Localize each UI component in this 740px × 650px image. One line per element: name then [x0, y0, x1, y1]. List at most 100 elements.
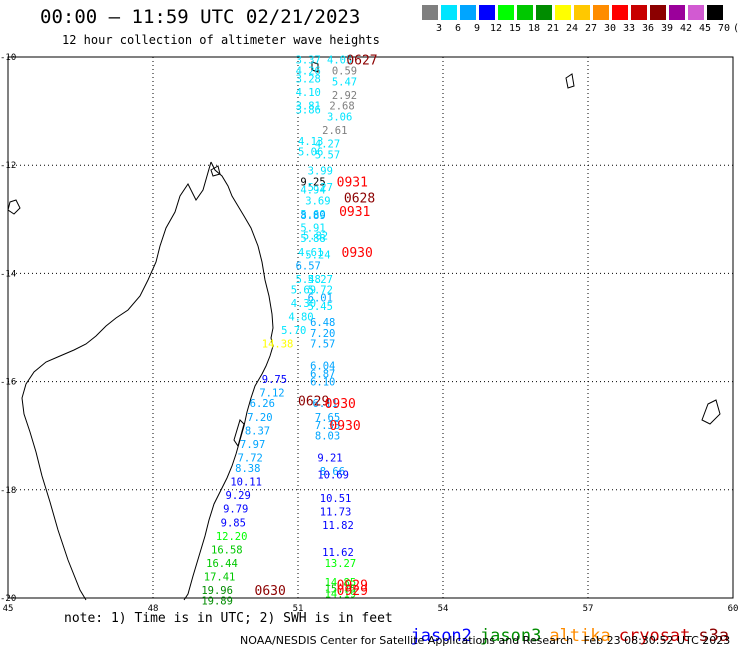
wave-height-value: 9.79 [223, 504, 248, 516]
wave-height-value: 10.69 [317, 470, 349, 482]
wave-height-value: 4.05 [327, 55, 352, 67]
lon-tick-label: 48 [148, 604, 159, 614]
lon-tick-label: 60 [728, 604, 739, 614]
wave-height-value: 2.61 [322, 125, 347, 137]
scale-label: 45 [698, 23, 712, 34]
legend-jason2: jason2 [410, 626, 472, 646]
wave-height-value: 5.57 [315, 149, 340, 161]
lat-tick-label: -18 [0, 486, 16, 496]
scale-swatch [707, 5, 723, 20]
wave-height-value: 4.61 [298, 247, 323, 259]
wave-height-value: 5.88 [300, 233, 325, 245]
scale-swatch [536, 5, 552, 20]
wave-height-value: 16.44 [206, 558, 238, 570]
wave-height-value: 5.69 [291, 285, 316, 297]
lon-tick-label: 54 [438, 604, 449, 614]
legend-altika: altika [549, 626, 611, 646]
scale-label: 39 [660, 23, 674, 34]
scale-swatch [688, 5, 704, 20]
wave-height-value: 15.75 [325, 583, 357, 595]
lat-tick-label: -16 [0, 378, 16, 388]
lat-tick-label: -20 [0, 594, 16, 604]
wave-height-value: 14.38 [262, 339, 294, 351]
scale-swatch [441, 5, 457, 20]
wave-height-value: 11.82 [322, 520, 354, 532]
wave-height-value: 11.62 [322, 547, 354, 559]
wave-height-value: 7.20 [310, 328, 335, 340]
pass-time-label: 0931 [339, 205, 370, 220]
wave-height-value: 3.28 [296, 74, 321, 86]
wave-height-value: 7.12 [259, 387, 284, 399]
lon-tick-label: 51 [293, 604, 304, 614]
wave-height-value: 12.20 [216, 531, 248, 543]
wave-height-value: 5.48 [296, 274, 321, 286]
scale-label: 18 [527, 23, 541, 34]
wave-height-value: 0.59 [332, 66, 357, 78]
island-east-1 [565, 73, 575, 89]
wave-height-value: 6.48 [310, 317, 335, 329]
wave-height-value: 5.27 [308, 182, 333, 194]
scale-swatch [517, 5, 533, 20]
island-sainte-marie [233, 419, 245, 448]
wave-height-value: 6.26 [250, 398, 275, 410]
wave-height-value: 4.94 [300, 185, 325, 197]
wave-height-value: 5.72 [308, 285, 333, 297]
island-nosy-be [210, 165, 221, 177]
scale-swatch [422, 5, 438, 20]
wave-height-value: 5.91 [300, 222, 325, 234]
wave-height-value: 3.69 [305, 195, 330, 207]
wave-height-value: 4.80 [288, 312, 313, 324]
lat-tick-label: -10 [0, 53, 16, 63]
scale-label: 9 [473, 23, 481, 34]
footer-note: note: 1) Time is in UTC; 2) SWH is in fe… [64, 611, 393, 626]
scale-swatch [631, 5, 647, 20]
scale-swatch [593, 5, 609, 20]
wave-height-value: 7.97 [240, 439, 265, 451]
wave-height-value: 3.86 [296, 104, 321, 116]
lon-tick-label: 45 [3, 604, 14, 614]
scale-swatch [498, 5, 514, 20]
pass-time-label: 0629 [298, 395, 329, 410]
wave-height-value: 7.65 [315, 412, 340, 424]
wave-height-value: 3.06 [327, 112, 352, 124]
legend-jason3: jason3 [479, 626, 542, 646]
wave-height-value: 5.24 [305, 249, 330, 261]
wave-height-value: 10.51 [320, 493, 352, 505]
coastline-north [183, 161, 274, 601]
pass-time-label: 0929 [337, 578, 368, 593]
wave-height-value: 2.68 [329, 101, 354, 113]
pass-time-label: 0931 [337, 175, 368, 190]
map-frame [7, 56, 734, 599]
scale-label: 36 [641, 23, 655, 34]
wave-height-value: 14.85 [325, 577, 357, 589]
wave-height-value: 4.10 [296, 87, 321, 99]
wave-height-value: 6.87 [310, 368, 335, 380]
wave-height-value: 9.75 [262, 374, 287, 386]
wave-height-value: 3.37 [296, 55, 321, 67]
wave-height-value: 4.27 [315, 139, 340, 151]
satellite-legend: jason2 jason3 altika cryosat s3a [390, 606, 737, 646]
wave-height-value: 5.27 [308, 274, 333, 286]
wave-height-value: 17.41 [204, 571, 236, 583]
wave-height-value: 9.85 [221, 517, 246, 529]
scale-label: 70 [717, 23, 731, 34]
scale-label: 21 [546, 23, 560, 34]
scale-label: 30 [603, 23, 617, 34]
wave-height-value: 16.58 [211, 544, 243, 556]
wave-height-value: 3.99 [308, 166, 333, 178]
wave-height-value: 7.57 [310, 339, 335, 351]
wave-height-value: 5.06 [298, 147, 323, 159]
wave-height-value: 7.33 [315, 420, 340, 432]
lat-tick-label: -14 [0, 269, 16, 279]
wave-height-value: 11.73 [320, 506, 352, 518]
wave-height-value: 8.38 [235, 463, 260, 475]
wave-height-value: 8.89 [300, 210, 325, 222]
madagascar-coastline [7, 61, 721, 601]
wave-height-value: 19.96 [201, 585, 233, 597]
pass-time-label: 0630 [255, 584, 286, 599]
lon-tick-label: 57 [583, 604, 594, 614]
wave-height-value: 9.25 [300, 176, 325, 188]
